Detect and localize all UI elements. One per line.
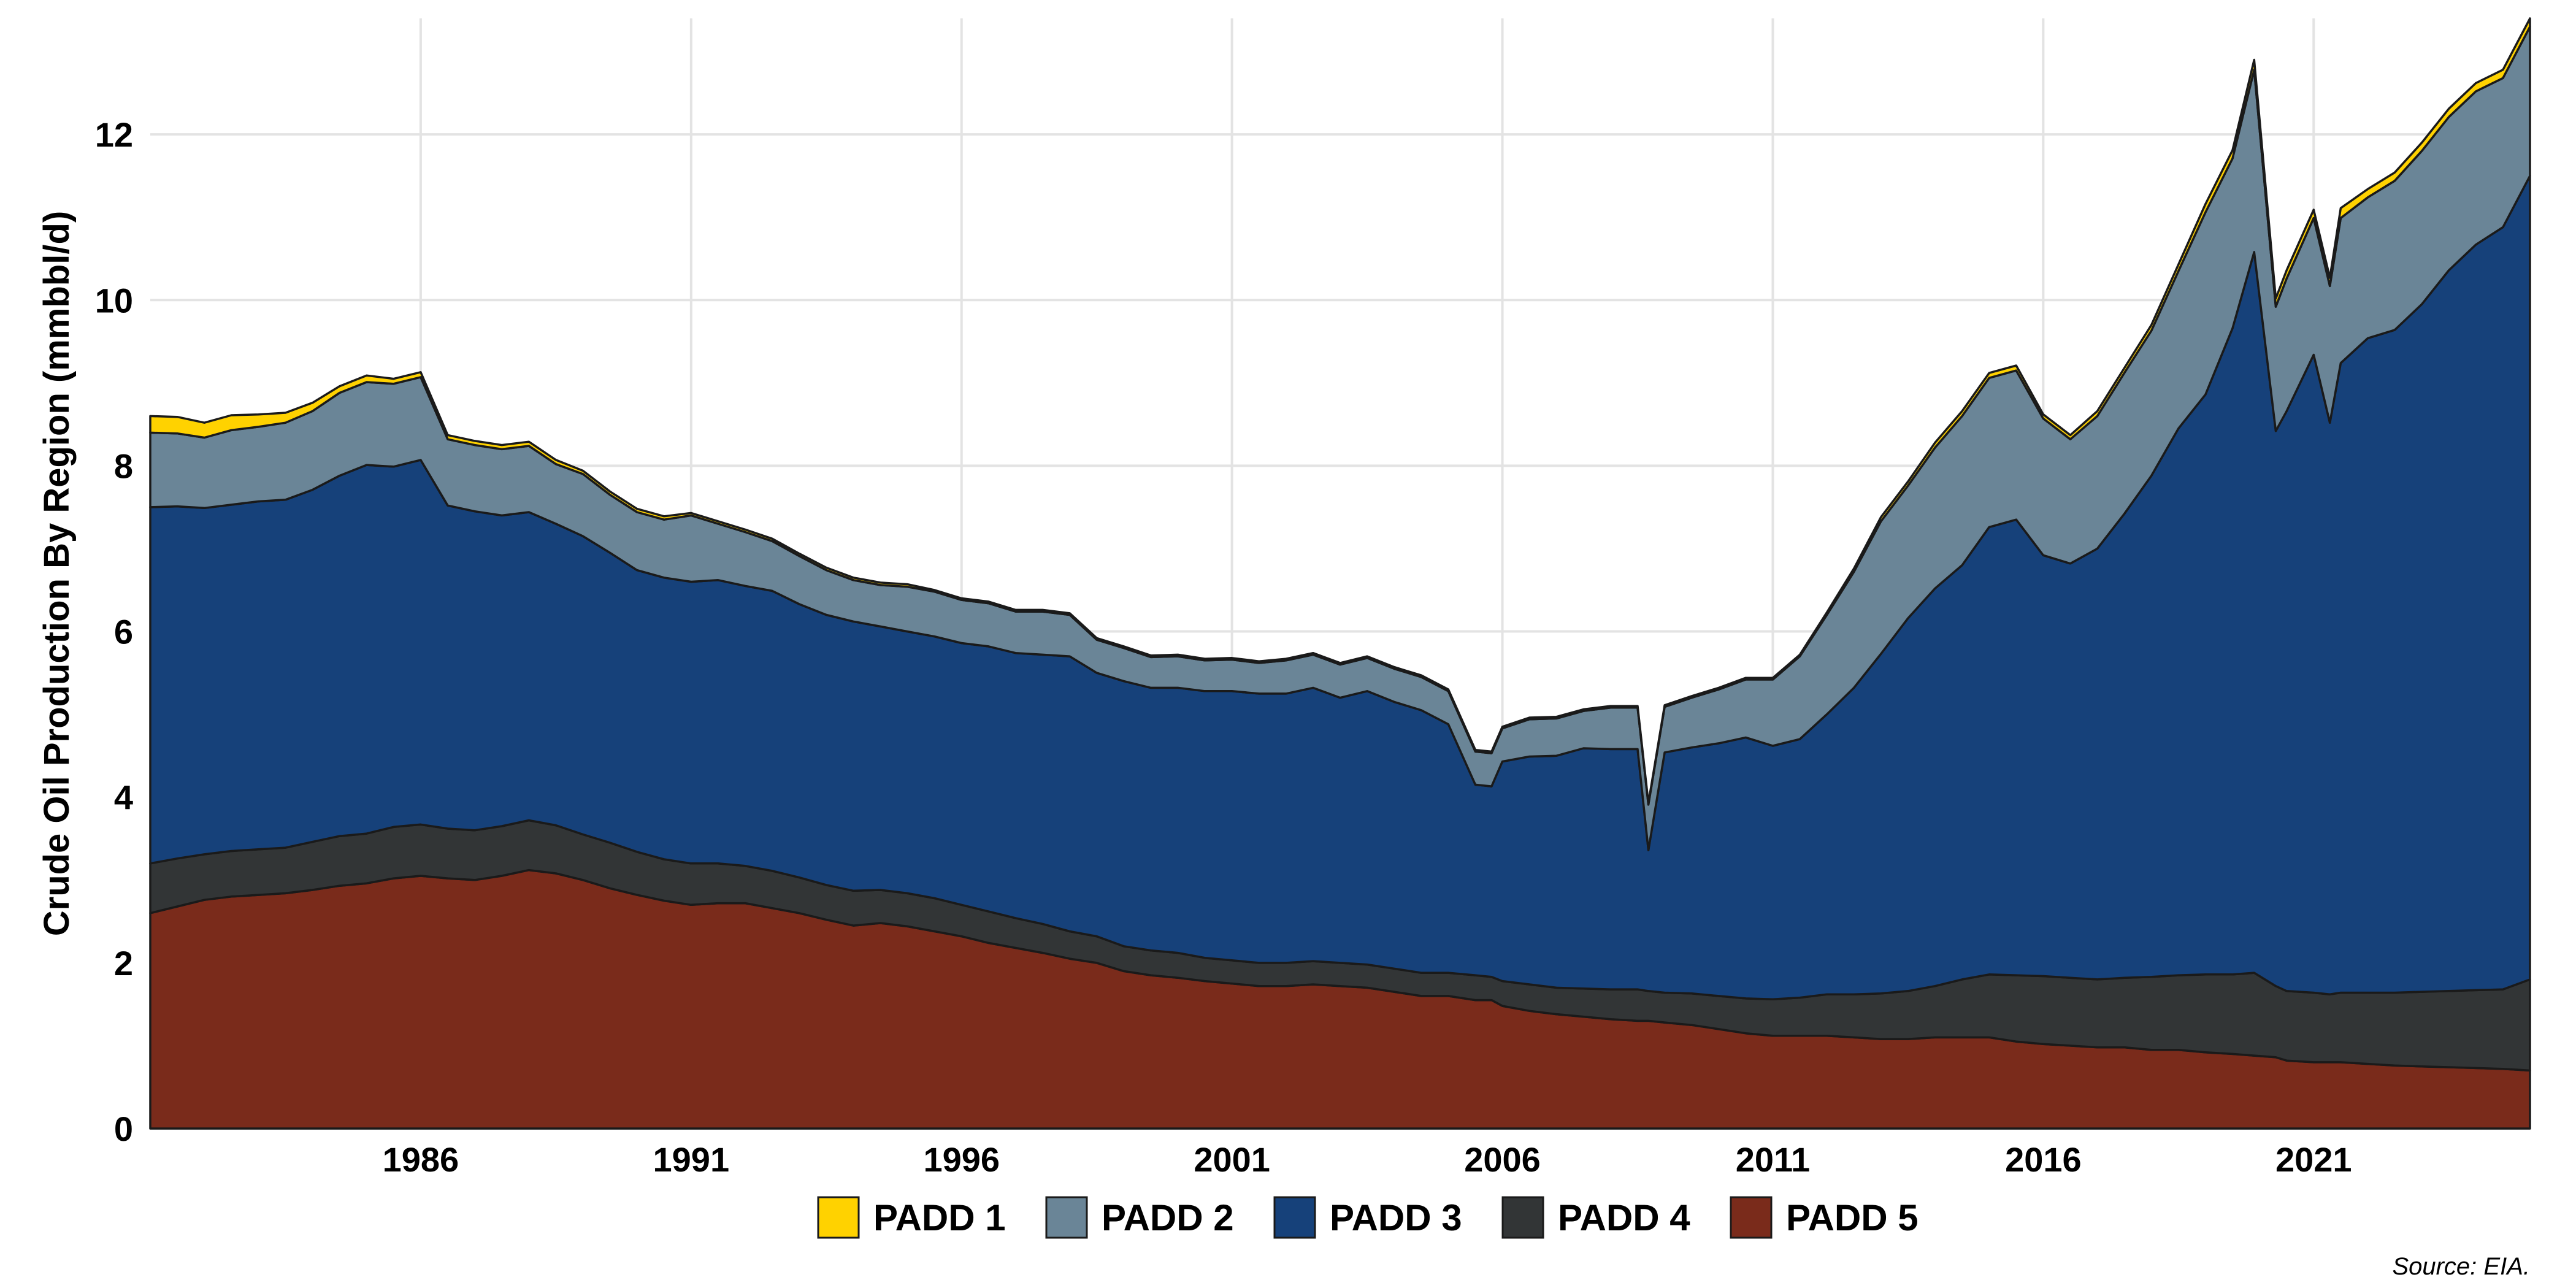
legend-swatch-padd-3 — [1273, 1196, 1316, 1239]
y-tick-label: 8 — [114, 447, 133, 485]
y-tick-label: 0 — [114, 1110, 133, 1148]
legend: PADD 1 PADD 2 PADD 3 PADD 4 PADD 5 — [817, 1196, 1919, 1239]
legend-label-padd-3: PADD 3 — [1330, 1197, 1462, 1238]
x-tick-label: 2001 — [1194, 1140, 1270, 1179]
y-axis-title: Crude Oil Production By Region (mmbbl/d) — [37, 211, 77, 937]
legend-label-padd-1: PADD 1 — [873, 1197, 1006, 1238]
x-tick-label: 1996 — [923, 1140, 1000, 1179]
legend-swatch-padd-1 — [817, 1196, 860, 1239]
y-tick-label: 2 — [114, 944, 133, 983]
y-tick-label: 10 — [95, 281, 133, 320]
legend-swatch-padd-5 — [1730, 1196, 1773, 1239]
x-tick-label: 2006 — [1464, 1140, 1541, 1179]
legend-label-padd-2: PADD 2 — [1102, 1197, 1234, 1238]
y-axis: 0 2 4 6 8 10 12 — [95, 115, 133, 1148]
source-note: Source: EIA. — [2392, 1253, 2530, 1280]
y-tick-label: 6 — [114, 613, 133, 651]
legend-label-padd-4: PADD 4 — [1558, 1197, 1690, 1238]
y-tick-label: 12 — [95, 115, 133, 154]
x-tick-label: 1986 — [383, 1140, 459, 1179]
area-series-layer — [149, 17, 2531, 1130]
y-tick-label: 4 — [114, 778, 133, 817]
x-tick-label: 2011 — [1736, 1140, 1811, 1179]
x-tick-label: 2021 — [2275, 1140, 2352, 1179]
legend-label-padd-5: PADD 5 — [1786, 1197, 1919, 1238]
x-axis: 1986 1991 1996 2001 2006 2011 2016 2021 — [383, 1140, 2352, 1179]
legend-swatch-padd-4 — [1501, 1196, 1544, 1239]
x-tick-label: 1991 — [653, 1140, 730, 1179]
x-tick-label: 2016 — [2005, 1140, 2082, 1179]
area-padd-1 — [149, 17, 2531, 806]
legend-swatch-padd-2 — [1045, 1196, 1088, 1239]
